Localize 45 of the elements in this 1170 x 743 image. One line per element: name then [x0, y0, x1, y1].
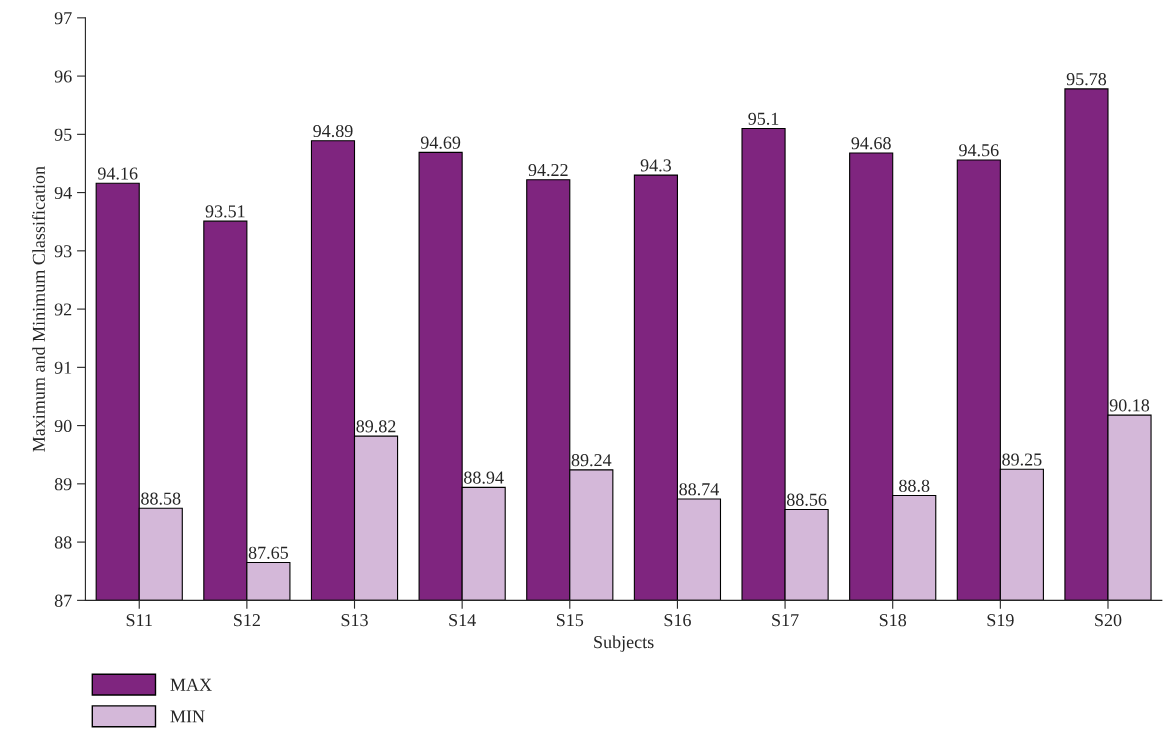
x-tick-label: S18	[879, 614, 907, 627]
data-label: 88.56	[786, 493, 827, 506]
data-label: 93.51	[205, 205, 245, 218]
data-label: 94.89	[313, 124, 353, 138]
y-tick-label: 87	[54, 594, 72, 607]
x-tick-label: S13	[341, 614, 368, 627]
data-label: 89.25	[1002, 453, 1042, 466]
y-tick-label: 96	[54, 70, 72, 83]
x-tick-label: S17	[772, 614, 799, 627]
data-label: 89.82	[356, 420, 396, 433]
x-tick-label: S14	[449, 614, 476, 627]
x-tick-label: S19	[987, 614, 1014, 627]
x-tick-label: S11	[126, 614, 152, 627]
data-label: 94.69	[420, 136, 461, 149]
y-tick-label: 91	[54, 361, 72, 374]
data-label: 94.16	[97, 167, 138, 180]
y-tick-label: 89	[54, 478, 72, 491]
data-label: 94.3	[640, 159, 671, 172]
legend-label: MIN	[170, 710, 205, 723]
legend-label: MAX	[170, 678, 212, 691]
x-tick-label: S12	[234, 614, 260, 627]
data-label: 94.22	[528, 163, 568, 177]
y-tick-label: 95	[54, 128, 72, 141]
data-label: 95.1	[748, 112, 779, 125]
data-label: 88.58	[141, 492, 181, 505]
data-label: 88.8	[899, 479, 930, 492]
y-tick-label: 92	[54, 303, 72, 316]
data-label: 94.56	[959, 144, 999, 157]
data-label: 87.65	[248, 546, 289, 559]
y-axis-title: Maximum and Minimum Classification	[32, 166, 45, 452]
y-tick-label: 97	[54, 12, 72, 25]
y-tick-label: 90	[54, 419, 72, 433]
x-tick-label: S16	[664, 614, 691, 627]
data-label: 88.94	[464, 471, 504, 484]
y-tick-label: 93	[54, 245, 72, 258]
data-label: 89.24	[571, 454, 612, 467]
data-label: 88.74	[679, 483, 719, 496]
y-tick-label: 94	[54, 186, 72, 200]
y-tick-label: 88	[54, 536, 72, 549]
x-axis-title: Subjects	[594, 635, 654, 652]
x-tick-label: S15	[556, 614, 584, 627]
data-label: 90.18	[1109, 399, 1150, 412]
data-label: 95.78	[1066, 73, 1107, 86]
data-label: 94.68	[851, 137, 891, 150]
x-tick-label: S20	[1095, 614, 1122, 627]
